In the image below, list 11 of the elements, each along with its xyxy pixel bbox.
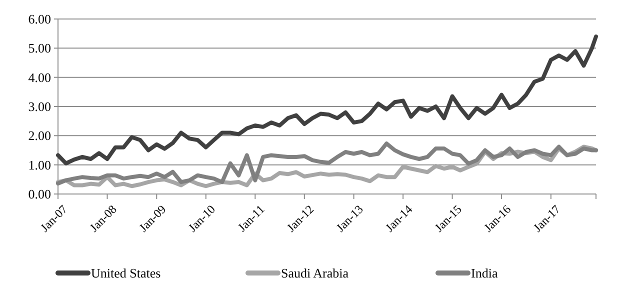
y-tick-label: 6.00 bbox=[28, 12, 51, 27]
legend-label: India bbox=[471, 266, 498, 281]
y-tick-label: 0.00 bbox=[28, 186, 51, 202]
y-tick-label: 4.00 bbox=[28, 70, 51, 85]
line-series bbox=[56, 34, 598, 166]
y-tick-label: 3.00 bbox=[28, 99, 51, 114]
legend-label: United States bbox=[91, 266, 161, 281]
y-tick-label: 2.00 bbox=[28, 128, 51, 144]
legend-label: Saudi Arabia bbox=[281, 266, 349, 281]
y-tick-label: 5.00 bbox=[28, 40, 51, 56]
y-tick-label: 1.00 bbox=[28, 157, 51, 172]
